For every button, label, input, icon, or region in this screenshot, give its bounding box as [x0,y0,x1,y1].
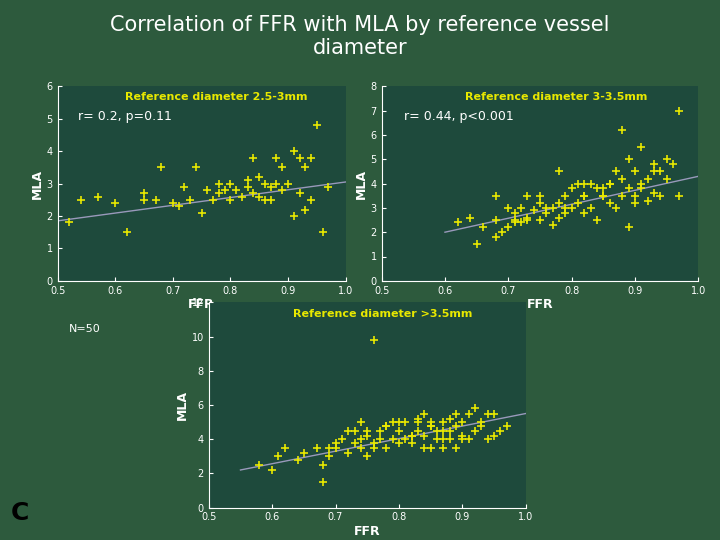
Text: N=76: N=76 [395,323,426,334]
Text: Correlation of FFR with MLA by reference vessel
diameter: Correlation of FFR with MLA by reference… [110,15,610,58]
Y-axis label: MLA: MLA [355,168,368,199]
X-axis label: FFR: FFR [189,299,215,312]
X-axis label: FFR: FFR [527,299,553,312]
Text: C: C [11,501,29,525]
X-axis label: FFR: FFR [354,525,380,538]
Text: Reference diameter 2.5-3mm: Reference diameter 2.5-3mm [125,92,307,102]
Text: r= 0.2, p=0.11: r= 0.2, p=0.11 [78,110,171,123]
Text: r= 0.44, p<0.001: r= 0.44, p<0.001 [404,110,513,123]
Text: Reference diameter 3-3.5mm: Reference diameter 3-3.5mm [464,92,647,102]
Y-axis label: MLA: MLA [31,168,44,199]
Text: Reference diameter >3.5mm: Reference diameter >3.5mm [293,308,473,319]
Text: N=50: N=50 [69,323,101,334]
Y-axis label: MLA: MLA [176,390,189,420]
